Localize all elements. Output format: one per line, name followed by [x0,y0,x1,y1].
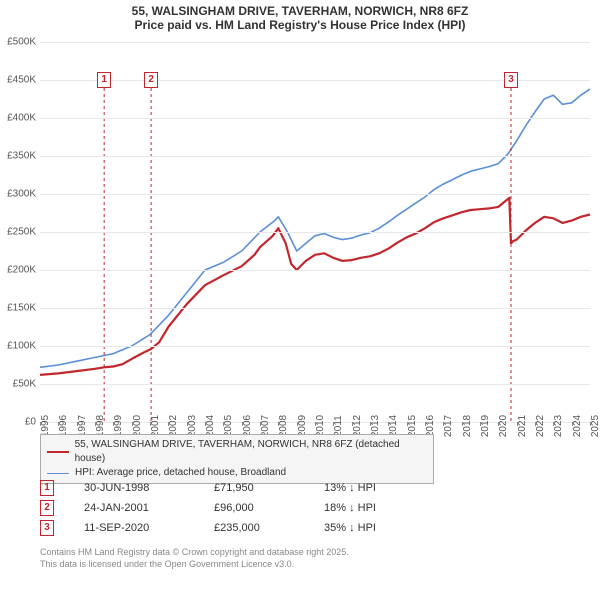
y-tick-label: £50K [0,379,36,390]
event-price: £71,950 [214,482,324,494]
event-delta: 35% ↓ HPI [324,522,424,534]
y-tick-label: £100K [0,341,36,352]
legend: 55, WALSINGHAM DRIVE, TAVERHAM, NORWICH,… [40,434,434,484]
gridline [40,156,590,157]
gridline [40,194,590,195]
series-hpi [40,89,590,367]
title-block: 55, WALSINGHAM DRIVE, TAVERHAM, NORWICH,… [0,0,600,34]
x-tick-label: 2021 [517,411,528,441]
series-price_paid [40,198,590,375]
legend-row: 55, WALSINGHAM DRIVE, TAVERHAM, NORWICH,… [47,438,427,466]
chart-area: £0£50K£100K£150K£200K£250K£300K£350K£400… [40,42,590,422]
x-tick-label: 2019 [480,411,491,441]
event-row: 2 24-JAN-2001£96,00018% ↓ HPI [40,498,580,518]
x-tick-label: 2017 [443,411,454,441]
legend-swatch [47,473,69,474]
y-tick-label: £150K [0,303,36,314]
legend-swatch [47,451,69,453]
event-row: 3 11-SEP-2020£235,00035% ↓ HPI [40,518,580,538]
event-date: 11-SEP-2020 [84,522,214,534]
event-row: 1 30-JUN-1998£71,95013% ↓ HPI [40,478,580,498]
x-tick-label: 2022 [535,411,546,441]
event-date: 24-JAN-2001 [84,502,214,514]
footer-line-2: This data is licensed under the Open Gov… [40,558,580,570]
chart-container: 55, WALSINGHAM DRIVE, TAVERHAM, NORWICH,… [0,0,600,590]
y-tick-label: £400K [0,113,36,124]
events-table: 1 30-JUN-1998£71,95013% ↓ HPI 2 24-JAN-2001… [40,478,580,538]
title-line-2: Price paid vs. HM Land Registry's House … [0,18,600,32]
marker-box: 2 [144,72,158,88]
gridline [40,270,590,271]
event-marker-box: 2 [40,500,54,516]
plot-region: £0£50K£100K£150K£200K£250K£300K£350K£400… [40,42,590,423]
gridline [40,308,590,309]
gridline [40,118,590,119]
gridline [40,42,590,43]
event-delta: 18% ↓ HPI [324,502,424,514]
event-price: £96,000 [214,502,324,514]
footer-line-1: Contains HM Land Registry data © Crown c… [40,546,580,558]
footer: Contains HM Land Registry data © Crown c… [40,546,580,570]
y-tick-label: £200K [0,265,36,276]
title-line-1: 55, WALSINGHAM DRIVE, TAVERHAM, NORWICH,… [0,4,600,18]
x-tick-label: 2023 [553,411,564,441]
y-tick-label: £250K [0,227,36,238]
y-tick-label: £350K [0,151,36,162]
event-date: 30-JUN-1998 [84,482,214,494]
x-tick-label: 2018 [462,411,473,441]
marker-box: 3 [504,72,518,88]
event-marker-box: 1 [40,480,54,496]
x-tick-label: 2025 [590,411,600,441]
gridline [40,384,590,385]
y-tick-label: £450K [0,75,36,86]
event-price: £235,000 [214,522,324,534]
x-tick-label: 2020 [498,411,509,441]
gridline [40,232,590,233]
event-delta: 13% ↓ HPI [324,482,424,494]
legend-label: 55, WALSINGHAM DRIVE, TAVERHAM, NORWICH,… [75,438,427,466]
event-marker-box: 3 [40,520,54,536]
y-tick-label: £0 [0,417,36,428]
x-tick-label: 2024 [572,411,583,441]
gridline [40,346,590,347]
y-tick-label: £300K [0,189,36,200]
y-tick-label: £500K [0,37,36,48]
marker-box: 1 [97,72,111,88]
